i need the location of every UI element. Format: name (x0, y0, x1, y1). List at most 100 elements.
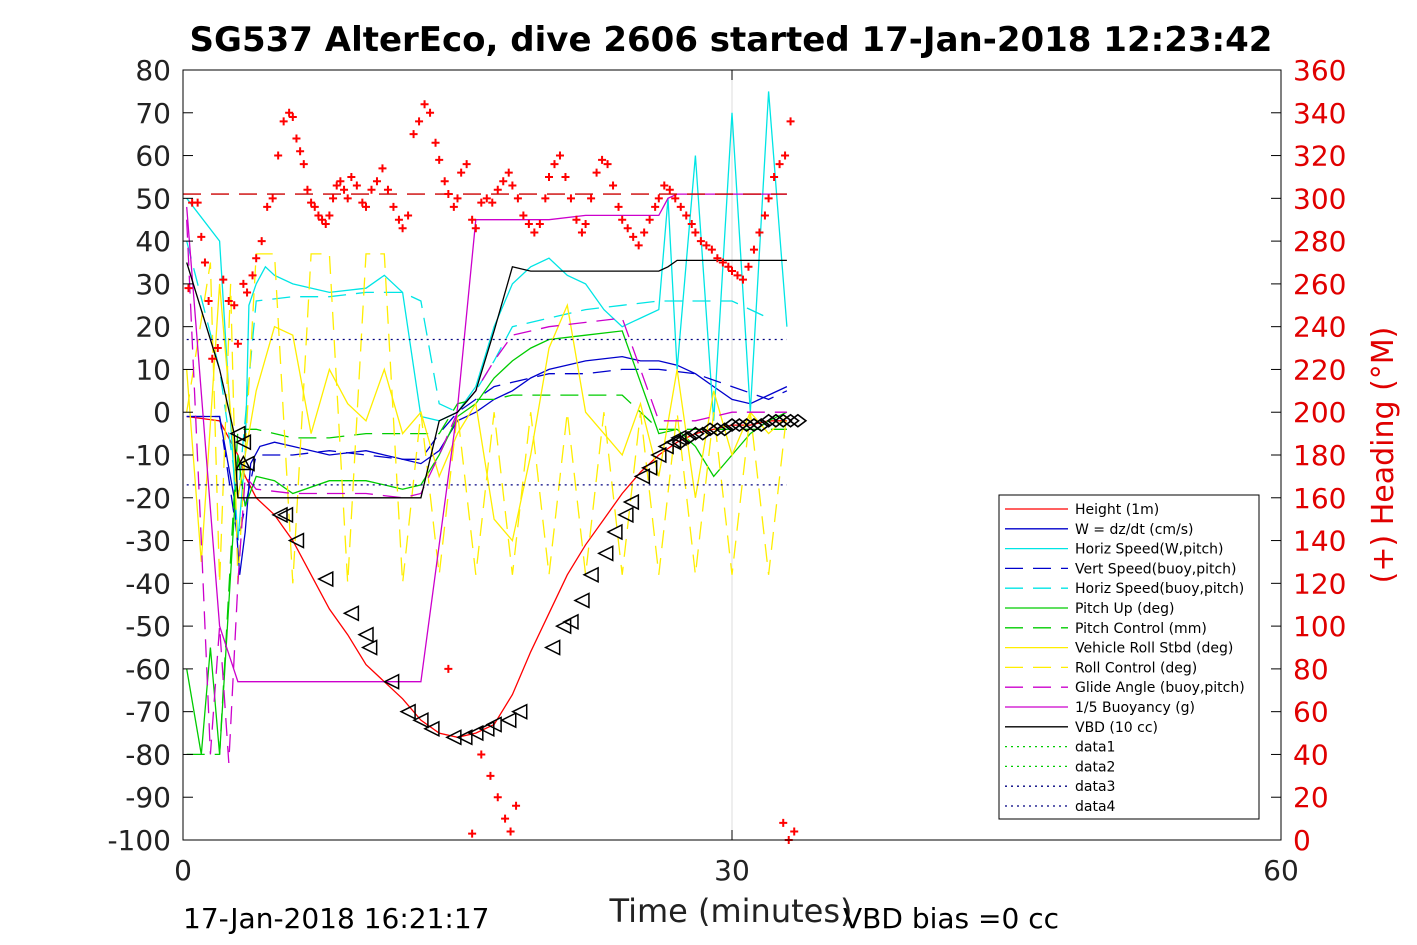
down-marker (456, 729, 473, 746)
surface-marker (715, 422, 735, 437)
y-tick-label: -40 (125, 567, 171, 600)
heading-point (504, 168, 513, 177)
heading-point (614, 202, 623, 211)
surface-marker (722, 418, 742, 433)
heading-point (702, 241, 711, 250)
surface-marker (766, 413, 786, 428)
x-tick-label: 30 (714, 854, 750, 887)
right-y-tick-label: 340 (1293, 97, 1346, 130)
surface-marker (751, 418, 771, 433)
right-y-tick-label: 60 (1293, 696, 1329, 729)
heading-point (713, 254, 722, 263)
heading-point (252, 254, 261, 263)
legend-label-1: W = dz/dt (cm/s) (1075, 522, 1194, 538)
footer-timestamp: 17-Jan-2018 16:21:17 (183, 902, 489, 935)
heading-point (358, 198, 367, 207)
up-marker (478, 720, 495, 737)
heading-point (501, 814, 510, 823)
up-marker (562, 613, 579, 631)
heading-point (744, 262, 753, 271)
heading-point (665, 185, 674, 194)
up-marker (606, 523, 623, 541)
legend-label-11: VBD (10 cc) (1075, 720, 1158, 736)
heading-point (296, 147, 305, 156)
x-tick-label: 0 (174, 854, 192, 887)
heading-point (263, 202, 272, 211)
heading-point (372, 177, 381, 186)
down-marker (271, 506, 288, 524)
up-marker (597, 545, 614, 562)
heading-point (230, 301, 239, 310)
up-marker (235, 454, 252, 471)
surface-marker (700, 422, 720, 437)
heading-point (545, 172, 553, 181)
surface-marker (788, 413, 808, 428)
heading-point (224, 297, 233, 305)
surface-marker (708, 422, 727, 437)
heading-point (426, 108, 435, 117)
y-tick-label: 50 (135, 182, 171, 215)
y-tick-label: 30 (135, 268, 171, 301)
legend-label-0: Height (1m) (1075, 502, 1159, 518)
legend: Height (1m) W = dz/dt (cm/s) Horiz Speed(W… (998, 494, 1260, 820)
heading-point (477, 198, 486, 207)
right-y-axis-ticks: 3603403203002802602402202001801601401201… (1271, 54, 1346, 857)
heading-point (299, 160, 308, 169)
series-line-8 (186, 253, 788, 584)
down-marker (467, 724, 484, 742)
heading-point (243, 288, 252, 297)
heading-point (654, 194, 663, 203)
legend-label-15: data4 (1075, 799, 1116, 815)
heading-point (541, 194, 550, 203)
heading-point (566, 194, 575, 203)
heading-point (268, 194, 277, 203)
heading-point (577, 228, 586, 237)
down-marker (423, 720, 440, 737)
heading-point (444, 664, 453, 673)
y-tick-label: -50 (125, 610, 171, 643)
series-line-11 (186, 259, 787, 499)
heading-point (274, 151, 283, 160)
down-marker (382, 673, 400, 690)
heading-point (645, 215, 654, 224)
heading-point (367, 185, 376, 194)
up-marker (640, 459, 658, 477)
down-marker (287, 532, 305, 549)
heading-point (561, 172, 570, 181)
heading-point (310, 202, 319, 211)
heading-point (676, 202, 685, 211)
heading-point (555, 151, 564, 160)
down-marker (399, 703, 416, 720)
heading-point (444, 190, 453, 199)
heading-point (660, 181, 669, 190)
up-marker (650, 446, 667, 464)
down-marker (357, 626, 374, 643)
heading-point (457, 168, 466, 177)
surface-marker (773, 413, 793, 428)
heading-point (292, 134, 301, 143)
legend-label-12: data1 (1075, 740, 1115, 756)
surface-marker (744, 418, 764, 433)
plot-area (182, 69, 1282, 844)
heading-point (409, 130, 418, 139)
heading-point (513, 194, 522, 203)
heading-point (303, 185, 312, 194)
heading-point (671, 194, 680, 203)
up-marker (554, 617, 572, 635)
up-marker (582, 566, 599, 583)
series-line-9 (186, 219, 787, 764)
heading-point (329, 194, 338, 203)
heading-point (691, 228, 700, 237)
heading-point (435, 155, 444, 164)
down-marker (229, 425, 246, 442)
right-y-tick-label: 360 (1293, 54, 1346, 87)
heading-point (640, 228, 649, 237)
heading-point (404, 211, 413, 220)
surface-marker (729, 418, 749, 433)
surface-marker (737, 418, 756, 433)
right-y-tick-label: 20 (1293, 781, 1329, 814)
heading-point (347, 172, 356, 181)
heading-point (781, 151, 790, 160)
surface-marker (686, 426, 705, 441)
legend-label-7: Vehicle Roll Stbd (deg) (1075, 641, 1233, 657)
